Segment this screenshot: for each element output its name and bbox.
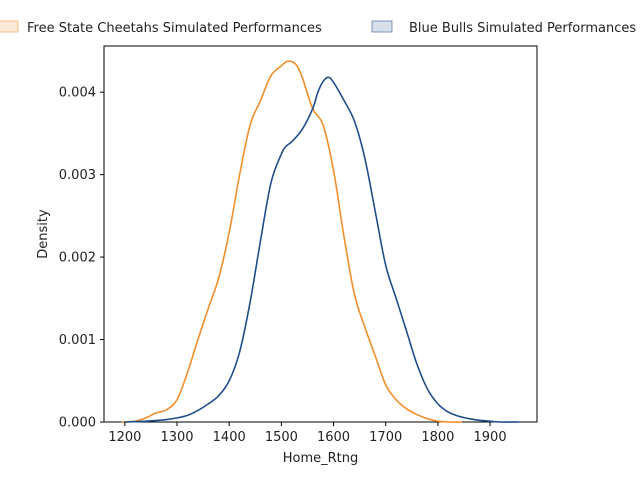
x-tick-label: 1300: [160, 430, 193, 445]
x-tick-label: 1800: [421, 430, 454, 445]
y-tick-label: 0.004: [59, 86, 96, 101]
y-tick-label: 0.002: [59, 251, 96, 266]
legend-swatch: [0, 20, 19, 33]
legend-label: Free State Cheetahs Simulated Performanc…: [27, 21, 322, 36]
x-axis: 1200 1300 1400 1500 1600 1700 1800 1900: [108, 422, 507, 445]
x-tick-label: 1600: [317, 430, 350, 445]
y-axis-label: Density: [36, 209, 51, 259]
plot-area: [103, 45, 538, 423]
y-tick-label: 0.000: [59, 416, 96, 431]
legend: Free State Cheetahs Simulated Performanc…: [0, 20, 636, 36]
series-line-blue-bulls-simulated-performances: [124, 76, 520, 423]
x-axis-label: Home_Rtng: [283, 451, 359, 466]
plot-frame: [103, 45, 538, 423]
series-line-free-state-cheetahs-simulated-performances: [121, 60, 463, 423]
y-tick-label: 0.003: [59, 168, 96, 183]
legend-label: Blue Bulls Simulated Performances: [409, 21, 636, 36]
x-tick-label: 1500: [265, 430, 298, 445]
y-tick-label: 0.001: [59, 333, 96, 348]
x-tick-label: 1400: [213, 430, 246, 445]
x-tick-label: 1900: [474, 430, 507, 445]
x-tick-label: 1200: [108, 430, 141, 445]
y-axis: 0.000 0.001 0.002 0.003 0.004: [59, 86, 104, 431]
x-tick-label: 1700: [369, 430, 402, 445]
series-layer: [121, 60, 520, 423]
legend-swatch: [371, 20, 393, 33]
